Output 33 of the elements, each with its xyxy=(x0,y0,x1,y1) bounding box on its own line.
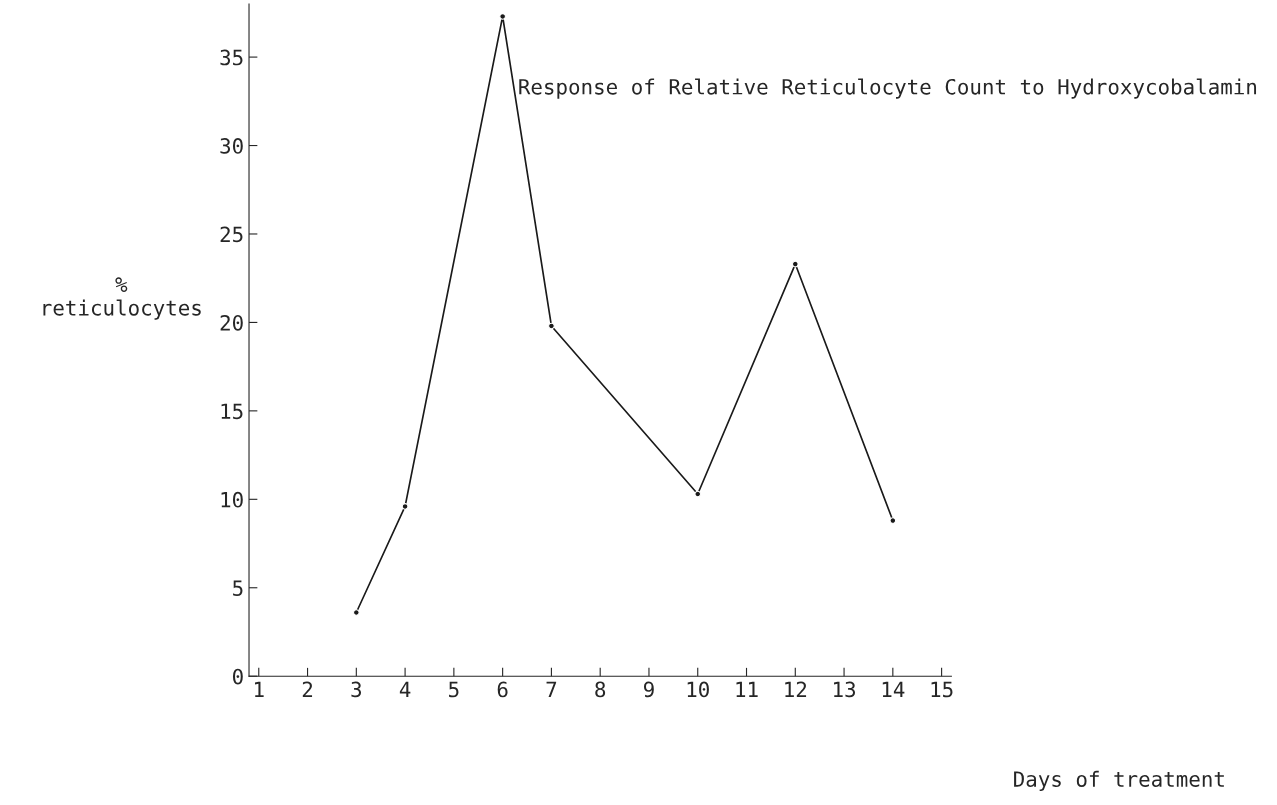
text: Response of Relative Reticulocyte Count to Hydroxycobalamin xyxy=(519,78,1257,99)
y-tick-label: 0 xyxy=(232,668,243,685)
x-tick-label: 13 xyxy=(834,681,856,698)
y-tick-label: 25 xyxy=(220,226,243,243)
point xyxy=(353,609,360,616)
x-tick-label: 6 xyxy=(497,681,508,698)
x-tick-label: 7 xyxy=(546,681,557,697)
point xyxy=(791,260,799,268)
point xyxy=(694,490,702,498)
x-axis-title: Days of treatment xyxy=(1014,770,1224,791)
x-tick-label: 4 xyxy=(399,681,411,697)
y-tick-label: 30 xyxy=(220,138,243,154)
x-tick-label: 12 xyxy=(785,681,807,697)
y-axis-title: % reticulocytes xyxy=(43,277,201,320)
x-tick-label: 1 xyxy=(255,681,264,697)
point xyxy=(499,13,506,20)
x-tick-label: 10 xyxy=(687,681,709,698)
x-tick-label: 3 xyxy=(351,681,362,698)
y-tick-label: 10 xyxy=(221,491,243,508)
x-tick-label: 11 xyxy=(736,681,758,697)
x-tick-label: 15 xyxy=(931,681,953,698)
point xyxy=(889,517,897,524)
y-tick-label: 15 xyxy=(221,403,243,420)
x-tick-label: 8 xyxy=(595,681,606,698)
y-tick-label: 5 xyxy=(233,580,243,597)
x-tick-label: 9 xyxy=(643,681,654,698)
x-tick-label: 2 xyxy=(302,681,313,697)
x-tick-label: 5 xyxy=(449,681,459,698)
x-tick-label: 14 xyxy=(882,681,905,697)
y-tick-label: 20 xyxy=(220,314,243,331)
point xyxy=(401,503,409,510)
point xyxy=(548,322,555,330)
y-tick-label: 35 xyxy=(220,49,243,66)
